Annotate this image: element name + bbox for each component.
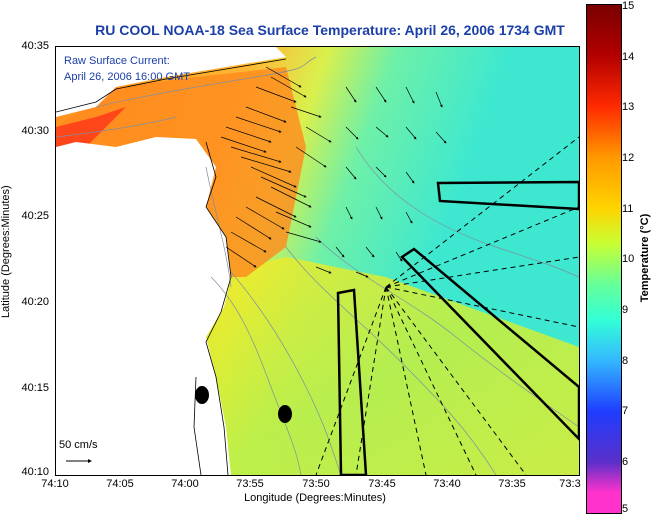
x-tick: 73:40	[433, 478, 461, 490]
dashed-tracks	[315, 136, 579, 475]
legend-line-1: Raw Surface Current:	[64, 55, 170, 67]
buoy-marker	[278, 405, 292, 423]
x-tick: 74:00	[171, 478, 199, 490]
colorbar-tick: 11	[622, 203, 634, 215]
figure-title: RU COOL NOAA-18 Sea Surface Temperature:…	[95, 22, 565, 38]
y-tick: 40:20	[21, 296, 49, 308]
x-tick: 73:45	[368, 478, 396, 490]
y-tick: 40:15	[21, 382, 49, 394]
region-box-east	[436, 180, 579, 211]
region-box-south	[336, 288, 368, 475]
x-tick: 74:10	[41, 478, 69, 490]
sst-map	[56, 47, 579, 475]
colorbar-tick: 6	[622, 456, 629, 468]
colorbar-label: Temperature (°C)	[639, 213, 651, 303]
x-tick: 73:3	[559, 478, 581, 490]
current-vectors	[220, 66, 447, 278]
land-coast	[56, 137, 231, 475]
x-tick: 73:50	[302, 478, 330, 490]
y-tick: 40:30	[21, 125, 49, 137]
colorbar-tick: 10	[622, 253, 635, 265]
land-patch	[156, 187, 191, 197]
colorbar-tick: 9	[622, 304, 629, 316]
colorbar-tick: 7	[622, 405, 629, 417]
y-tick: 40:35	[21, 40, 49, 52]
region-boxes	[336, 180, 579, 475]
region-box-southeast	[400, 247, 579, 441]
colorbar-tick: 5	[622, 503, 629, 515]
colorbar-tick: 14	[622, 51, 635, 63]
y-tick: 40:10	[21, 466, 49, 478]
colorbar-tick: 13	[622, 101, 635, 113]
scale-label: 50 cm/s	[59, 439, 98, 451]
map-plot	[55, 46, 580, 476]
x-axis-label: Longitude (Degrees:Minutes)	[244, 492, 386, 504]
x-tick: 73:55	[236, 478, 264, 490]
x-tick: 74:05	[106, 478, 134, 490]
colorbar-tick: 15	[622, 0, 635, 12]
buoy-marker	[195, 386, 209, 404]
x-tick: 73:35	[498, 478, 526, 490]
colorbar-tick: 8	[622, 355, 629, 367]
temperature-colorbar	[586, 4, 622, 514]
y-tick: 40:25	[21, 210, 49, 222]
land-north	[56, 47, 286, 117]
y-axis-label: Latitude (Degrees:Minutes)	[0, 185, 12, 318]
colorbar-tick: 12	[622, 152, 635, 164]
legend-line-2: April 26, 2006 16:00 GMT	[64, 71, 190, 83]
